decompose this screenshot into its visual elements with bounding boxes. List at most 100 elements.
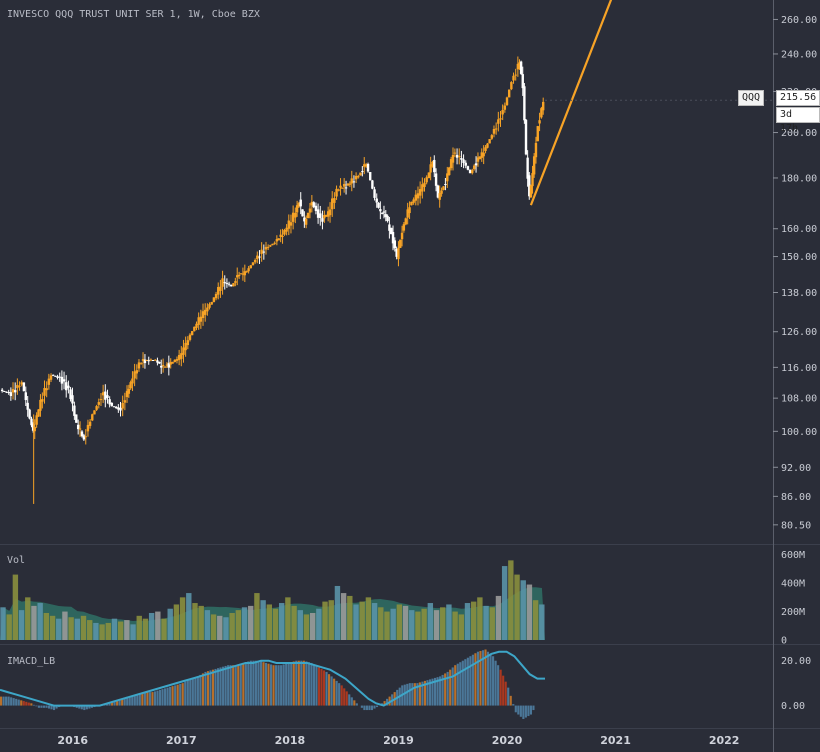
price-axis-label: 126.00 (781, 327, 817, 338)
candle-body (28, 409, 31, 419)
candle-body (214, 293, 218, 299)
candle-body (373, 189, 376, 198)
macd-bar (509, 695, 512, 706)
macd-bar (35, 705, 38, 707)
macd-bar (42, 705, 46, 708)
candle-body (532, 156, 536, 175)
candle-body (56, 376, 59, 378)
candle-body (494, 128, 498, 130)
macd-bar (408, 683, 411, 706)
macd-bar (522, 705, 525, 720)
candle-body (303, 217, 306, 222)
candle-body (476, 157, 480, 162)
volume-bar (198, 605, 204, 640)
volume-bar (80, 615, 87, 640)
macd-axis-label: 20.00 (781, 656, 811, 667)
volume-bar (266, 604, 273, 640)
macd-bar (47, 705, 51, 709)
candle-body (221, 278, 224, 287)
candle-body (212, 297, 216, 303)
candle-body (490, 135, 494, 139)
macd-bar (280, 665, 283, 706)
candle-body (507, 89, 511, 98)
candle-body (474, 163, 478, 166)
candle-body (472, 165, 476, 170)
candle-body (60, 376, 64, 384)
macd-bar (174, 685, 177, 706)
macd-bar (479, 650, 482, 706)
candle-body (271, 243, 274, 246)
price-axis-label: 100.00 (781, 427, 817, 438)
volume-bar (514, 574, 520, 640)
macd-bar (111, 701, 114, 706)
candle-body (33, 426, 36, 432)
macd-bar (373, 705, 376, 709)
macd-bar (237, 664, 240, 706)
candle-body (206, 307, 209, 312)
candle-body (289, 222, 293, 226)
macd-bar (52, 705, 56, 711)
macd-bar (287, 662, 290, 706)
candle-body (442, 186, 445, 191)
candle-body (416, 193, 420, 199)
volume-bar (483, 605, 489, 640)
candle-body (145, 359, 149, 361)
candle-body (425, 177, 428, 183)
macd-bar (123, 698, 126, 706)
candle-body (135, 370, 138, 374)
macd-bar (156, 690, 159, 706)
candle-body (91, 414, 94, 421)
candle-body (366, 163, 370, 172)
macd-bar (30, 703, 33, 706)
macd-bar (328, 674, 331, 706)
candle-body (390, 227, 393, 235)
macd-bar (507, 687, 510, 706)
volume-bar (489, 607, 495, 640)
candle-body (466, 166, 470, 170)
candle-body (510, 82, 513, 90)
candle-body (371, 180, 374, 189)
candle-body (447, 167, 451, 176)
macd-bar (204, 671, 207, 706)
macd-bar (305, 661, 308, 706)
macd-bar (116, 700, 119, 706)
candle-body (359, 172, 362, 176)
candle-body (9, 392, 13, 397)
macd-bar (161, 689, 164, 706)
candle-body (54, 375, 57, 377)
macd-bar (244, 662, 247, 706)
macd-bar (297, 660, 300, 706)
price-axis-label: 260.00 (781, 15, 817, 26)
volume-bar (340, 593, 347, 640)
candle-body (249, 265, 252, 269)
candle-body (319, 213, 322, 218)
volume-bar (186, 593, 192, 640)
candle-body (22, 382, 26, 392)
macd-bar (181, 683, 184, 706)
volume-bar (74, 618, 81, 640)
macd-bar (148, 692, 151, 706)
candle-body (82, 435, 86, 440)
volume-bar (148, 612, 155, 640)
macd-bar (502, 675, 505, 706)
macd-bar (524, 705, 527, 718)
macd-bar (494, 660, 497, 706)
volume-bar (229, 612, 235, 640)
macd-bar (370, 705, 374, 711)
volume-bar (56, 618, 62, 640)
price-axis-label: 80.50 (781, 520, 811, 531)
macd-bar (196, 676, 199, 706)
candle-body (160, 365, 163, 368)
price-axis-label: 240.00 (781, 49, 817, 60)
volume-bar (316, 608, 322, 640)
candle-body (377, 202, 380, 208)
volume-bar (446, 604, 452, 640)
candle-body (188, 334, 192, 340)
macd-bar (113, 701, 116, 706)
macd-bar (360, 705, 363, 708)
macd-bar (292, 661, 295, 706)
macd-bar (55, 705, 58, 709)
volume-bar (291, 605, 297, 640)
macd-bar (90, 705, 93, 708)
